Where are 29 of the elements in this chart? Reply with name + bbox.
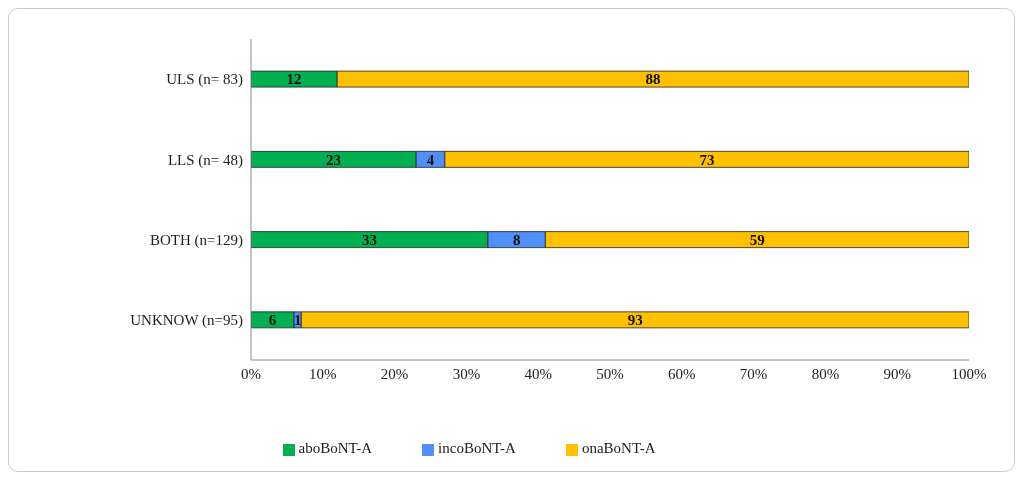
- x-tick-label: 20%: [380, 365, 409, 382]
- legend-label: aboBoNT-A: [298, 440, 373, 456]
- x-tick-label: 90%: [883, 365, 911, 382]
- data-label: 33: [361, 231, 377, 248]
- data-label: 59: [749, 231, 765, 248]
- data-label: 4: [426, 151, 435, 168]
- data-label: 8: [512, 231, 521, 248]
- y-tick-label: ULS (n= 83): [166, 71, 243, 89]
- data-label: 23: [326, 151, 342, 168]
- data-label: 73: [699, 151, 715, 168]
- y-tick-label: BOTH (n=129): [149, 231, 243, 249]
- data-label: 12: [286, 71, 302, 88]
- data-label: 1: [293, 312, 302, 329]
- x-tick-label: 50%: [596, 365, 624, 382]
- y-tick-label: UNKNOW (n=95): [130, 312, 243, 330]
- x-tick-label: 30%: [452, 365, 481, 382]
- data-label: 93: [627, 312, 643, 329]
- x-tick-label: 80%: [811, 365, 840, 382]
- x-tick-label: 10%: [309, 365, 337, 382]
- x-tick-label: 40%: [524, 365, 552, 382]
- x-tick-label: 60%: [668, 365, 696, 382]
- x-tick-label: 70%: [739, 365, 768, 382]
- legend-label: incoBoNT-A: [438, 440, 516, 456]
- data-label: 88: [645, 71, 661, 88]
- data-label: 6: [268, 312, 277, 329]
- legend-label: onaBoNT-A: [581, 440, 656, 456]
- x-tick-label: 0%: [241, 365, 261, 382]
- x-tick-label: 100%: [951, 365, 987, 382]
- y-tick-label: LLS (n= 48): [167, 151, 243, 169]
